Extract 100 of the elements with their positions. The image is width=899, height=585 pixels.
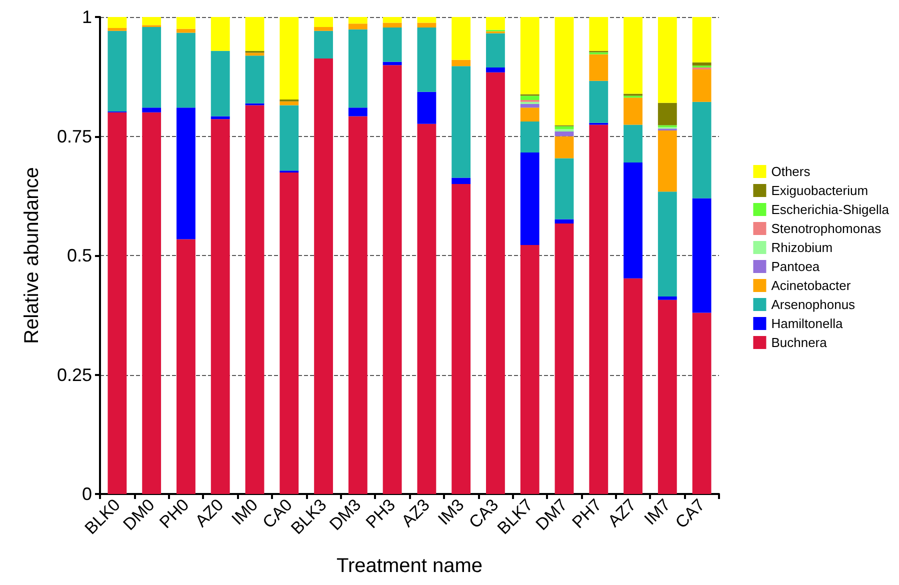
x-tick-label: IM3 [434,495,468,529]
bar [520,108,540,122]
bar [486,68,505,72]
bar [314,27,333,31]
bar [280,105,299,171]
bar [314,30,333,58]
y-tick-label: 0.75 [56,126,92,146]
y-axis-title: Relative abundance [21,167,43,344]
bar [520,121,540,152]
bar [452,17,471,60]
bar [245,17,264,51]
legend-label: Acinetobacter [771,278,852,293]
bar [176,108,196,240]
bar [624,17,642,94]
bar [314,17,333,28]
bar [658,102,677,126]
legend-label: Stenotrophomonas [771,221,882,236]
bar [520,104,540,108]
bar [348,116,368,494]
bar [624,124,642,162]
bar [108,17,127,28]
bar [624,98,642,125]
bar [280,172,299,494]
bar [658,192,677,297]
bar [382,27,402,62]
y-tick-label: 0.25 [56,364,92,385]
bar [658,296,677,300]
bar [280,101,299,106]
bar [417,124,436,494]
x-axis-title: Treatment name [336,555,482,577]
bar [176,28,196,33]
bar [589,124,608,494]
legend-label: Hamiltonella [771,316,844,331]
bar [176,32,196,108]
bar [554,136,574,158]
bar [624,278,642,494]
legend-label: Others [771,164,811,179]
bar [486,17,505,30]
bar [176,239,196,494]
bar [554,224,574,494]
bar [452,178,471,184]
bar [589,80,608,123]
bar [554,219,574,224]
bar [692,69,712,102]
bar [692,102,712,198]
bar [417,17,436,23]
bar [382,62,402,66]
legend-label: Arsenophonus [771,297,856,312]
bar [108,28,127,31]
bar [692,17,712,62]
bar [692,312,712,494]
bar [245,105,264,494]
bar [210,119,230,494]
bar [108,112,127,494]
bar [348,29,368,108]
bar [348,108,368,116]
bar [692,198,712,313]
bar [314,58,333,494]
bar [624,162,642,278]
bar [554,17,574,126]
bar [520,245,540,494]
bar [142,17,162,26]
bar [382,22,402,28]
y-tick-label: 0 [82,484,92,504]
bar [210,50,230,116]
x-tick-label: PH0 [156,495,193,532]
legend-label: Buchnera [771,335,828,350]
bar [692,62,712,66]
bar [520,152,540,246]
x-tick-label: AZ0 [192,495,228,531]
bar [348,17,368,24]
bar [417,22,436,28]
bar [245,56,264,104]
bar [658,130,677,192]
bar [176,17,196,29]
x-tick-label: IM0 [228,495,262,529]
legend-label: Rhizobium [771,240,833,255]
bar [486,72,505,494]
bar [589,54,608,81]
legend-label: Pantoea [771,259,820,274]
bar [210,116,230,120]
bar [658,17,677,103]
bar [452,66,471,178]
bar [452,60,471,66]
y-tick-label: 0.5 [66,246,92,266]
bar [280,17,299,100]
legend-label: Exiguobacterium [771,183,868,198]
bar [520,96,540,100]
x-tick-label: CA7 [672,495,709,532]
bar [417,27,436,92]
legend-label: Escherichia-Shigella [771,202,890,217]
bar [348,24,368,30]
bar [142,108,162,112]
bar [589,17,608,51]
bar [486,33,505,68]
bar [658,300,677,494]
x-tick-label: AZ3 [398,495,434,531]
bar [554,131,574,136]
bar [142,112,162,494]
bar [382,17,402,23]
